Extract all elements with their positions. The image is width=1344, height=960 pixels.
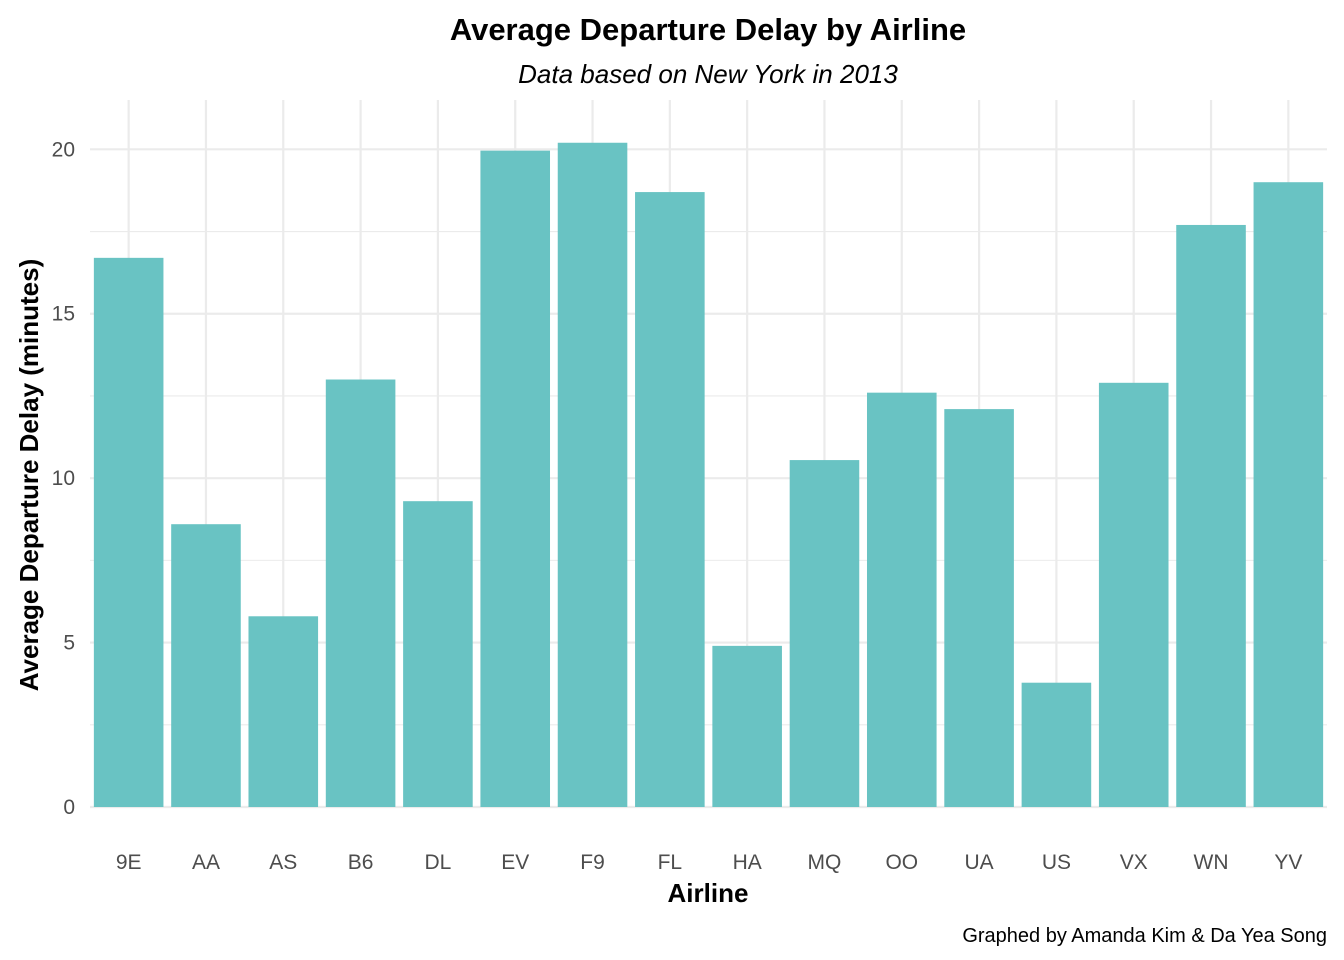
bar-ha (712, 645, 782, 807)
y-axis-ticks: 0 5 10 15 20 (52, 138, 75, 819)
bar-aa (171, 524, 241, 807)
bar-yv (1253, 182, 1324, 808)
y-axis-title: Average Departure Delay (minutes) (14, 259, 44, 692)
x-tick-label: AA (192, 851, 220, 874)
bar-f9 (557, 142, 628, 807)
bar-9e (93, 257, 164, 807)
x-tick-label: B6 (348, 851, 374, 874)
bar-fl (635, 192, 705, 808)
chart-subtitle: Data based on New York in 2013 (518, 59, 898, 89)
y-tick-label: 0 (63, 796, 75, 819)
bar-ua (944, 409, 1014, 807)
x-tick-label: DL (424, 851, 451, 874)
bar-oo (866, 392, 937, 807)
x-tick-label: YV (1274, 851, 1302, 874)
y-tick-label: 15 (52, 303, 75, 326)
chart-title: Average Departure Delay by Airline (450, 12, 966, 47)
x-tick-label: EV (501, 851, 529, 874)
x-tick-label: FL (658, 851, 683, 874)
bar-vx (1098, 382, 1169, 807)
bar-dl (403, 501, 473, 807)
x-tick-label: MQ (808, 851, 842, 874)
chart-caption: Graphed by Amanda Kim & Da Yea Song (962, 925, 1327, 947)
x-tick-label: F9 (580, 851, 605, 874)
x-tick-label: US (1042, 851, 1071, 874)
bar-mq (789, 460, 860, 807)
bar-wn (1176, 224, 1246, 808)
bar-b6 (325, 379, 396, 807)
x-tick-label: UA (965, 851, 994, 874)
y-tick-label: 10 (52, 467, 75, 490)
y-tick-label: 20 (52, 138, 75, 161)
bars (93, 142, 1324, 808)
bar-as (248, 616, 319, 807)
x-axis-title: Airline (668, 878, 749, 908)
y-tick-label: 5 (63, 632, 75, 655)
x-tick-label: OO (885, 851, 918, 874)
x-axis-ticks: 9E AA AS B6 DL EV F9 FL HA MQ OO UA US VX WN YV (116, 851, 1303, 874)
bar-ev (480, 150, 551, 807)
x-tick-label: WN (1194, 851, 1229, 874)
x-tick-label: 9E (116, 851, 142, 874)
x-tick-label: VX (1120, 851, 1148, 874)
x-tick-label: AS (269, 851, 297, 874)
x-tick-label: HA (733, 851, 762, 874)
bar-us (1021, 682, 1092, 807)
